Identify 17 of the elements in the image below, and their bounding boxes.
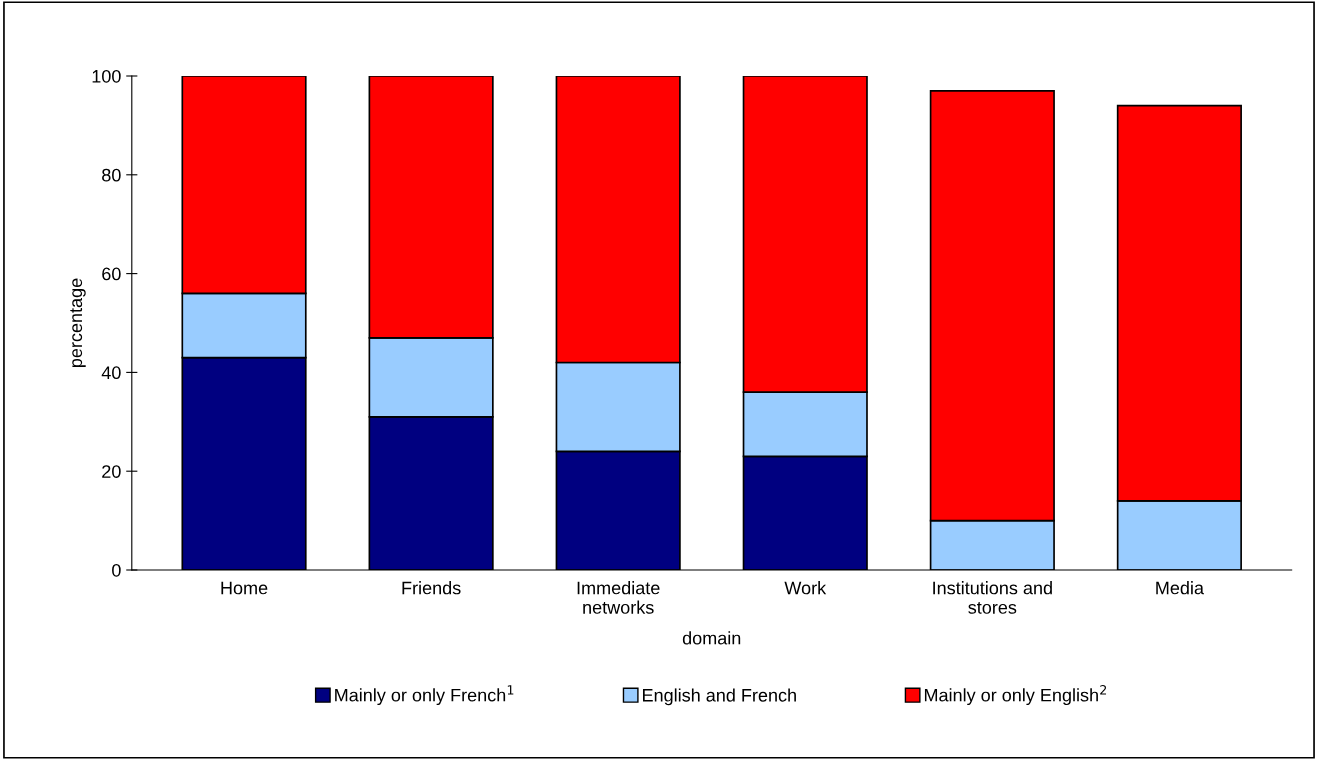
- x-tick-label: Institutions and stores: [933, 581, 1052, 614]
- y-tick-label: 100: [92, 69, 121, 83]
- x-axis-title: domain: [682, 631, 741, 645]
- y-tick-label: 80: [102, 168, 121, 182]
- legend-label: Mainly or only English$^{2}$: [924, 685, 1107, 706]
- legend-label: English and French: [643, 688, 796, 706]
- x-tick-label: Friends: [402, 581, 461, 595]
- x-tick-label: Immediate networks: [577, 581, 660, 614]
- x-tick-label: Home: [221, 581, 268, 595]
- x-tick-label: Work: [784, 581, 827, 595]
- legend-label: Mainly or only French$^{1}$: [335, 685, 514, 706]
- y-tick-label: 60: [102, 267, 121, 281]
- y-tick-label: 40: [101, 366, 121, 380]
- y-tick-label: 0: [112, 563, 121, 577]
- x-tick-label: Media: [1156, 581, 1204, 595]
- y-tick-label: 20: [102, 465, 121, 478]
- y-axis-title: percentage: [70, 278, 86, 367]
